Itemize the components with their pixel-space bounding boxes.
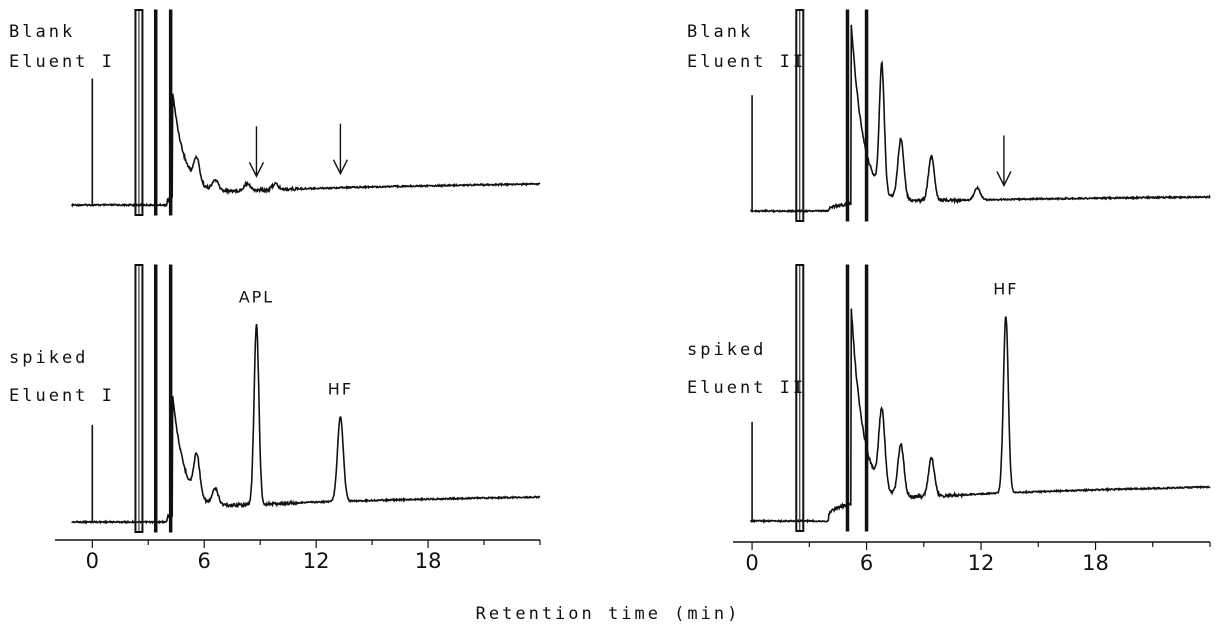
solvent-peak [168,264,173,533]
x-tick-label: 12 [968,551,995,575]
peak-label: HF [328,380,353,399]
x-tick-label: 18 [415,549,442,573]
x-tick-label: 0 [86,549,99,573]
panel-b-label-line1: spiked [9,348,89,368]
panel-d-label-line2: Eluent II [687,378,807,398]
panel-a-label-line1: Blank [9,22,76,42]
panel-c-label-line1: Blank [687,22,754,42]
panel-c-label-line2: Eluent II [687,52,807,72]
solvent-peak [168,9,173,216]
peak-label: APL [239,288,275,307]
solvent-peak [153,264,158,533]
trace-line [750,24,1211,214]
x-tick-label: 18 [1082,551,1109,575]
x-axis-title: Retention time (min) [475,604,741,624]
solvent-peak [153,9,158,216]
panel-d-label-line1: spiked [687,340,767,360]
solvent-peak [845,9,850,222]
retention-arrow-head [248,161,265,178]
trace-line [71,93,541,208]
solvent-peak [845,264,850,532]
retention-arrow-head [996,171,1012,188]
solvent-peak [864,9,869,222]
trace-line [749,308,1211,524]
x-tick-label: 6 [198,549,211,573]
x-tick-label: 0 [745,551,758,575]
panel-a-label-line2: Eluent I [9,52,115,72]
solvent-peak [864,264,869,532]
peak-label: HF [993,279,1018,298]
panel-b-label-line2: Eluent I [9,386,115,406]
x-tick-label: 6 [860,551,873,575]
x-tick-label: 12 [303,549,330,573]
trace-line [71,324,541,525]
retention-arrow-head [332,159,349,176]
